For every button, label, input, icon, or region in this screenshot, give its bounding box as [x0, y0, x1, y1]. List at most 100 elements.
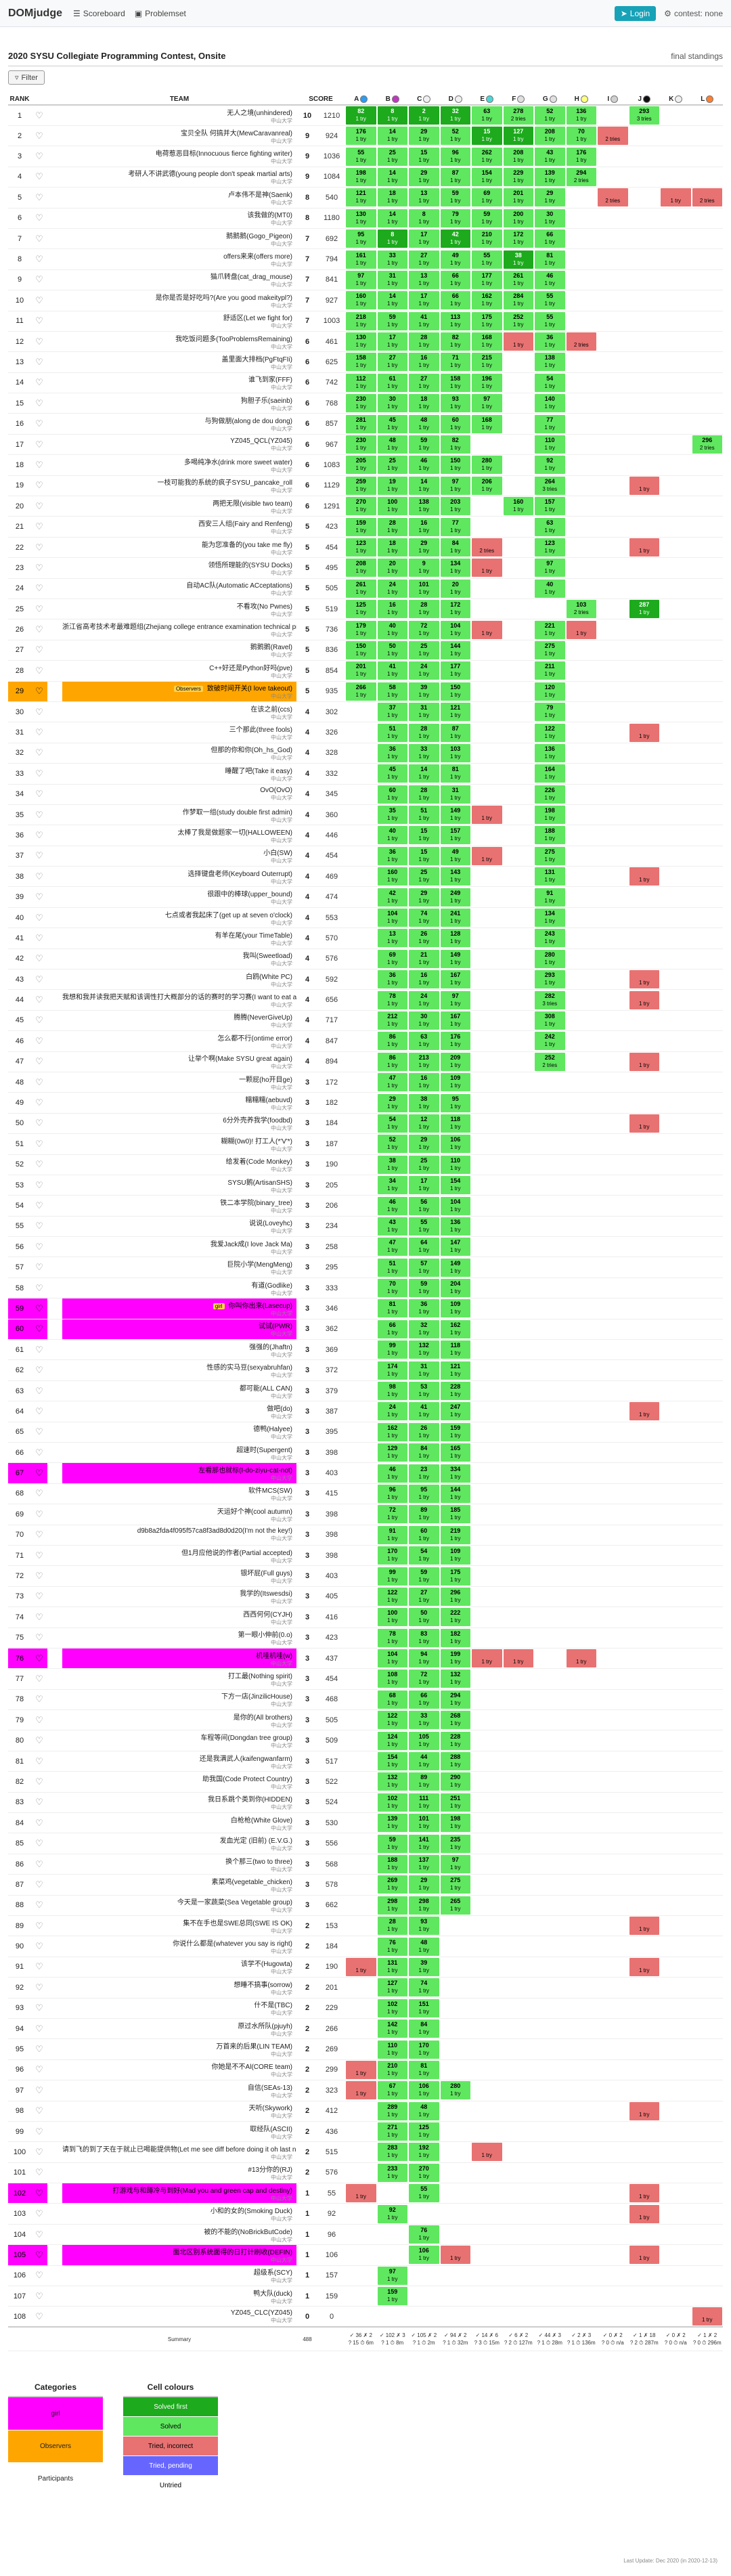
problem-cell-l[interactable]: [691, 1504, 723, 1525]
problem-cell-a[interactable]: [345, 2018, 377, 2040]
favorite-heart-icon[interactable]: ♡: [31, 1113, 47, 1135]
problem-cell-f[interactable]: [502, 1133, 534, 1155]
favorite-heart-icon[interactable]: ♡: [31, 1648, 47, 1669]
problem-cell-i[interactable]: [597, 1236, 629, 1258]
team-cell[interactable]: C++好还是Python好吗(pve) 中山大学: [62, 660, 296, 682]
problem-cell-f[interactable]: [502, 1175, 534, 1196]
problem-cell-b[interactable]: 124 1 try: [376, 1730, 408, 1751]
problem-cell-c[interactable]: 94 1 try: [408, 1648, 440, 1669]
problem-cell-i[interactable]: [597, 516, 629, 538]
problem-cell-c[interactable]: 16 1 try: [408, 1072, 440, 1093]
problem-cell-c[interactable]: [408, 2306, 440, 2328]
problem-cell-d[interactable]: [439, 1977, 471, 1999]
problem-cell-a[interactable]: [345, 1154, 377, 1175]
problem-cell-j[interactable]: [628, 1565, 660, 1587]
problem-cell-g[interactable]: 46 1 try: [534, 269, 566, 291]
problem-cell-a[interactable]: [345, 969, 377, 990]
problem-cell-h[interactable]: [565, 2203, 597, 2225]
problem-cell-h[interactable]: [565, 434, 597, 456]
problem-cell-h[interactable]: [565, 1998, 597, 2019]
problem-cell-k[interactable]: [660, 413, 692, 435]
problem-cell-k[interactable]: [660, 1957, 692, 1978]
problem-cell-g[interactable]: [534, 1236, 566, 1258]
problem-cell-b[interactable]: 139 1 try: [376, 1812, 408, 1834]
problem-cell-f[interactable]: [502, 1380, 534, 1402]
problem-cell-f[interactable]: 172 1 try: [502, 228, 534, 250]
problem-cell-a[interactable]: [345, 1525, 377, 1546]
favorite-heart-icon[interactable]: ♡: [31, 2183, 47, 2204]
problem-cell-c[interactable]: 15 1 try: [408, 146, 440, 167]
problem-cell-d[interactable]: 241 1 try: [439, 907, 471, 929]
problem-cell-j[interactable]: [628, 1628, 660, 1649]
problem-cell-k[interactable]: [660, 1668, 692, 1690]
team-cell[interactable]: 考研人不讲武德(young people don't speak martial…: [62, 167, 296, 188]
problem-cell-h[interactable]: [565, 1483, 597, 1505]
problem-cell-e[interactable]: [471, 763, 503, 785]
problem-cell-j[interactable]: [628, 660, 660, 682]
problem-cell-e[interactable]: [471, 1339, 503, 1361]
problem-cell-c[interactable]: 41 1 try: [408, 311, 440, 332]
favorite-heart-icon[interactable]: ♡: [31, 1216, 47, 1238]
problem-cell-j[interactable]: [628, 1257, 660, 1278]
problem-cell-a[interactable]: [345, 1257, 377, 1278]
problem-cell-b[interactable]: 17 1 try: [376, 331, 408, 353]
problem-cell-c[interactable]: 66 1 try: [408, 1689, 440, 1711]
problem-cell-f[interactable]: [502, 2265, 534, 2287]
team-cell[interactable]: 你她是不不Al(CORE team) 中山大学: [62, 2059, 296, 2081]
problem-cell-h[interactable]: [565, 722, 597, 743]
problem-cell-a[interactable]: 179 1 try: [345, 619, 377, 640]
problem-cell-f[interactable]: [502, 1422, 534, 1443]
problem-cell-k[interactable]: [660, 969, 692, 990]
login-button[interactable]: ➤ Login: [614, 5, 657, 21]
problem-cell-c[interactable]: 41 1 try: [408, 1401, 440, 1422]
problem-cell-f[interactable]: [502, 1895, 534, 1916]
problem-cell-c[interactable]: 270 1 try: [408, 2162, 440, 2184]
problem-cell-d[interactable]: 66 1 try: [439, 269, 471, 291]
problem-cell-f[interactable]: [502, 1545, 534, 1567]
problem-cell-e[interactable]: [471, 1092, 503, 1114]
problem-cell-e[interactable]: [471, 1133, 503, 1155]
problem-cell-j[interactable]: [628, 2162, 660, 2184]
problem-cell-c[interactable]: 48 1 try: [408, 1936, 440, 1957]
problem-cell-d[interactable]: 97 1 try: [439, 475, 471, 497]
problem-cell-b[interactable]: 100 1 try: [376, 496, 408, 517]
team-cell[interactable]: 猫爪转盘(cat_drag_mouse) 中山大学: [62, 269, 296, 291]
problem-cell-k[interactable]: [660, 1257, 692, 1278]
favorite-heart-icon[interactable]: ♡: [31, 434, 47, 456]
problem-cell-c[interactable]: 74 1 try: [408, 1977, 440, 1999]
problem-cell-l[interactable]: [691, 1380, 723, 1402]
team-cell[interactable]: 作梦取一组(study double first admin) 中山大学: [62, 804, 296, 826]
problem-cell-k[interactable]: [660, 1175, 692, 1196]
problem-cell-f[interactable]: [502, 475, 534, 497]
problem-cell-f[interactable]: [502, 372, 534, 394]
problem-cell-g[interactable]: [534, 1874, 566, 1896]
favorite-heart-icon[interactable]: ♡: [31, 454, 47, 476]
problem-cell-d[interactable]: [439, 2203, 471, 2225]
problem-cell-d[interactable]: 60 1 try: [439, 413, 471, 435]
problem-cell-c[interactable]: 29 1 try: [408, 1133, 440, 1155]
problem-cell-i[interactable]: [597, 2059, 629, 2081]
favorite-heart-icon[interactable]: ♡: [31, 1359, 47, 1381]
problem-cell-c[interactable]: 59 1 try: [408, 1565, 440, 1587]
problem-cell-g[interactable]: 131 1 try: [534, 866, 566, 888]
problem-cell-k[interactable]: [660, 208, 692, 229]
problem-cell-d[interactable]: 104 1 try: [439, 619, 471, 640]
problem-cell-g[interactable]: 123 1 try: [534, 537, 566, 559]
problem-cell-e[interactable]: [471, 1874, 503, 1896]
problem-cell-l[interactable]: [691, 1133, 723, 1155]
problem-cell-l[interactable]: [691, 2101, 723, 2122]
problem-cell-i[interactable]: [597, 1442, 629, 1464]
team-cell[interactable]: 七点或者我起床了(get up at seven o'clock) 中山大学: [62, 907, 296, 929]
problem-cell-j[interactable]: [628, 2141, 660, 2163]
problem-cell-b[interactable]: 41 1 try: [376, 660, 408, 682]
problem-cell-i[interactable]: [597, 743, 629, 764]
problem-cell-e[interactable]: [471, 2059, 503, 2081]
problem-cell-a[interactable]: [345, 1709, 377, 1731]
problem-cell-g[interactable]: [534, 1628, 566, 1649]
problem-cell-f[interactable]: [502, 1257, 534, 1278]
problem-cell-e[interactable]: [471, 1359, 503, 1381]
problem-cell-b[interactable]: 132 1 try: [376, 1771, 408, 1793]
problem-cell-j[interactable]: [628, 434, 660, 456]
problem-cell-h[interactable]: [565, 1545, 597, 1567]
problem-cell-f[interactable]: [502, 2286, 534, 2307]
